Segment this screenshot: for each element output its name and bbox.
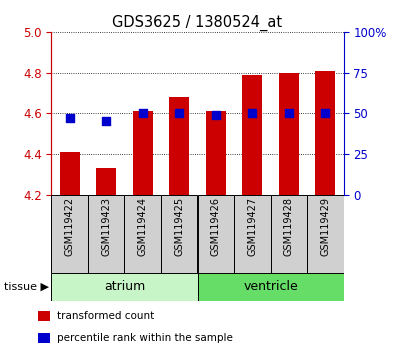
Point: [66, 115, 73, 121]
Point: [249, 110, 256, 116]
Point: [139, 110, 146, 116]
Text: GSM119422: GSM119422: [65, 197, 75, 256]
Bar: [234, 195, 271, 273]
Bar: [88, 195, 124, 273]
Bar: [198, 273, 344, 301]
Bar: [206, 111, 226, 195]
Text: GSM119427: GSM119427: [247, 197, 257, 256]
Bar: [60, 152, 80, 195]
Bar: [51, 195, 88, 273]
Text: tissue ▶: tissue ▶: [4, 282, 49, 292]
Point: [213, 112, 219, 118]
Bar: [307, 195, 344, 273]
Title: GDS3625 / 1380524_at: GDS3625 / 1380524_at: [113, 14, 282, 30]
Bar: [161, 195, 198, 273]
Point: [322, 110, 329, 116]
Text: GSM119429: GSM119429: [320, 197, 330, 256]
Point: [176, 110, 182, 116]
Text: GSM119426: GSM119426: [211, 197, 221, 256]
Point: [103, 119, 109, 124]
Bar: [133, 111, 153, 195]
Text: GSM119425: GSM119425: [174, 197, 184, 256]
Bar: [315, 70, 335, 195]
Text: GSM119423: GSM119423: [101, 197, 111, 256]
Text: percentile rank within the sample: percentile rank within the sample: [56, 333, 232, 343]
Bar: [38, 333, 50, 343]
Bar: [124, 195, 161, 273]
Bar: [279, 73, 299, 195]
Bar: [96, 168, 116, 195]
Bar: [242, 75, 262, 195]
Text: GSM119424: GSM119424: [138, 197, 148, 256]
Bar: [169, 97, 189, 195]
Text: GSM119428: GSM119428: [284, 197, 294, 256]
Point: [286, 110, 292, 116]
Bar: [198, 195, 234, 273]
Bar: [38, 311, 50, 321]
Text: ventricle: ventricle: [243, 280, 298, 293]
Text: atrium: atrium: [104, 280, 145, 293]
Bar: [271, 195, 307, 273]
Text: transformed count: transformed count: [56, 311, 154, 321]
Bar: [51, 273, 198, 301]
